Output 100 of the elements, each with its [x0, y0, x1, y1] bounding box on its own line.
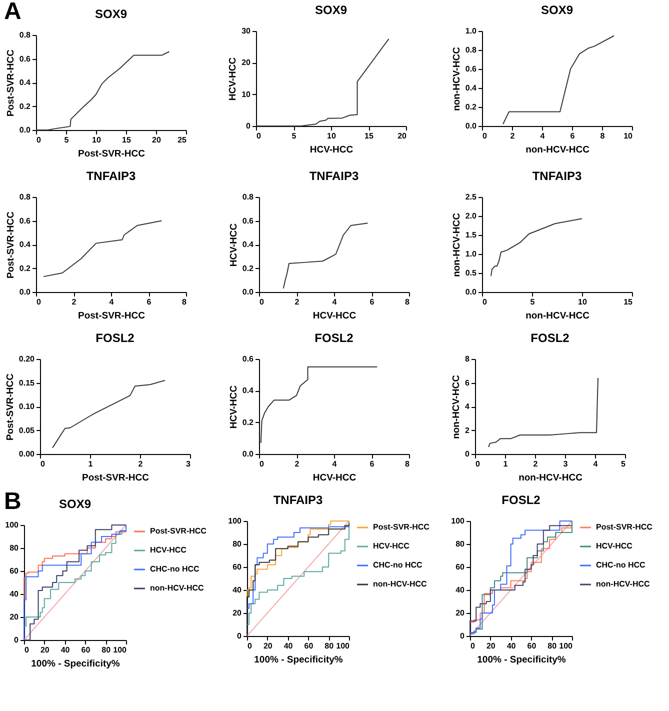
x-axis-title: Post-SVR-HCC [78, 310, 146, 322]
x-tick-label: 2 [138, 460, 144, 468]
x-tick-label: 40 [60, 646, 70, 654]
y-axis-title: HCV-HCC [228, 223, 240, 267]
x-tick-label: 0 [482, 298, 488, 306]
y-axis-title: Post-SVR-HCC [5, 49, 16, 117]
y-tick-label: 80 [10, 544, 20, 552]
y-tick-label: 40 [456, 586, 466, 594]
y-tick-label: 80 [232, 540, 242, 548]
y-tick-label: 60 [10, 566, 20, 576]
y-tick-label: 1.5 [465, 230, 478, 240]
x-tick-label: 20 [40, 646, 50, 654]
y-tick-label: 0.05 [18, 426, 36, 435]
y-tick-label: 0.4 [242, 240, 254, 249]
legend-label: non-HCV-HCC [596, 580, 650, 588]
legend-label: HCV-HCC [150, 546, 187, 554]
chart-title: TNFAIP3 [309, 169, 359, 183]
x-tick-label: 8 [405, 460, 410, 468]
x-tick-label: 10 [624, 132, 634, 140]
x-tick-label: 20 [152, 136, 162, 144]
y-tick-label: 0.6 [242, 216, 254, 226]
x-tick-label: 60 [527, 642, 537, 650]
chart-title: TNFAIP3 [532, 169, 582, 183]
y-tick-label: 2.0 [465, 212, 478, 220]
x-tick-label: 0 [260, 460, 264, 468]
y-tick-label: 0.2 [465, 102, 478, 112]
chart-title: SOX9 [314, 3, 348, 17]
x-tick-label: 0 [482, 132, 488, 140]
y-tick-label: 20 [242, 58, 252, 68]
x-tick-label: 10 [92, 136, 102, 144]
legend-label: Post-SVR-HCC [373, 522, 430, 532]
x-tick-label: 100 [336, 642, 350, 650]
legend-label: non-HCV-HCC [150, 584, 204, 592]
y-tick-label: 0.8 [465, 46, 478, 54]
x-tick-label: 2 [294, 298, 300, 306]
x-tick-label: 15 [624, 298, 634, 306]
y-tick-label: 0.2 [19, 264, 32, 273]
y-tick-label: 0.8 [19, 192, 32, 202]
chart-title: FOSL2 [314, 331, 354, 345]
x-tick-label: 8 [405, 298, 410, 306]
y-tick-label: 0.6 [465, 64, 478, 74]
chart-title: TNFAIP3 [273, 493, 323, 507]
y-tick-label: 0.0 [19, 288, 32, 296]
legend-label: Post-SVR-HCC [596, 522, 653, 532]
x-tick-label: 6 [370, 460, 375, 468]
x-tick-label: 0 [260, 298, 264, 306]
line-series [43, 220, 162, 278]
y-tick-label: 0.4 [19, 240, 32, 249]
y-tick-label: 0.20 [18, 354, 36, 364]
x-tick-label: 4 [109, 298, 114, 306]
legend-label: CHC-no HCC [150, 564, 200, 574]
chart-title: SOX9 [58, 497, 92, 511]
y-tick-label: 0.15 [18, 378, 36, 388]
x-tick-label: 4 [332, 460, 338, 468]
chart-title: FOSL2 [96, 331, 135, 345]
y-tick-label: 0.0 [465, 288, 478, 296]
x-tick-label: 6 [370, 298, 375, 306]
x-tick-label: 40 [284, 642, 294, 650]
y-tick-label: 0.2 [242, 418, 254, 427]
x-axis-title: HCV-HCC [310, 144, 354, 156]
x-tick-label: 40 [506, 642, 516, 650]
y-tick-label: 0.0 [19, 126, 32, 134]
x-tick-label: 0 [36, 136, 42, 144]
x-tick-label: 5 [621, 460, 626, 468]
x-tick-label: 60 [304, 642, 314, 650]
x-axis-title: non-HCV-HCC [518, 472, 583, 484]
y-tick-label: 0.00 [18, 450, 36, 458]
line-series [260, 366, 378, 444]
x-tick-label: 80 [324, 642, 334, 650]
x-tick-label: 20 [263, 642, 273, 650]
y-tick-label: 0.0 [465, 122, 478, 130]
chart-title: FOSL2 [530, 331, 570, 345]
y-tick-label: 100 [5, 520, 20, 530]
x-tick-label: 20 [486, 642, 496, 650]
line-series [36, 51, 170, 130]
x-tick-label: 5 [530, 298, 536, 306]
line-series [282, 222, 368, 289]
y-axis-title: HCV-HCC [228, 385, 240, 429]
y-tick-label: 1.0 [465, 26, 478, 36]
x-axis-title: Post-SVR-HCC [78, 148, 146, 160]
y-tick-label: 4 [465, 402, 470, 411]
y-tick-label: 0 [246, 122, 252, 130]
legend-label: non-HCV-HCC [373, 580, 427, 588]
chart-title: TNFAIP3 [86, 169, 136, 183]
x-axis-title: 100% - Specificity% [254, 654, 344, 666]
y-tick-label: 0.4 [465, 84, 478, 92]
y-tick-label: 80 [456, 540, 466, 548]
y-axis-title: non-HCV-HCC [451, 46, 462, 111]
y-tick-label: 0 [465, 450, 470, 458]
y-tick-label: 2 [465, 426, 470, 435]
y-tick-label: 0.0 [242, 450, 254, 458]
chart-title: FOSL2 [502, 493, 541, 507]
legend-label: HCV-HCC [373, 542, 410, 550]
y-tick-label: 0.8 [19, 30, 32, 40]
x-tick-label: 1 [503, 460, 508, 468]
x-tick-label: 2 [294, 460, 300, 468]
x-tick-label: 6 [570, 132, 576, 140]
x-tick-label: 8 [600, 132, 606, 140]
text: B [4, 488, 22, 515]
legend-label: CHC-no HCC [373, 560, 423, 570]
